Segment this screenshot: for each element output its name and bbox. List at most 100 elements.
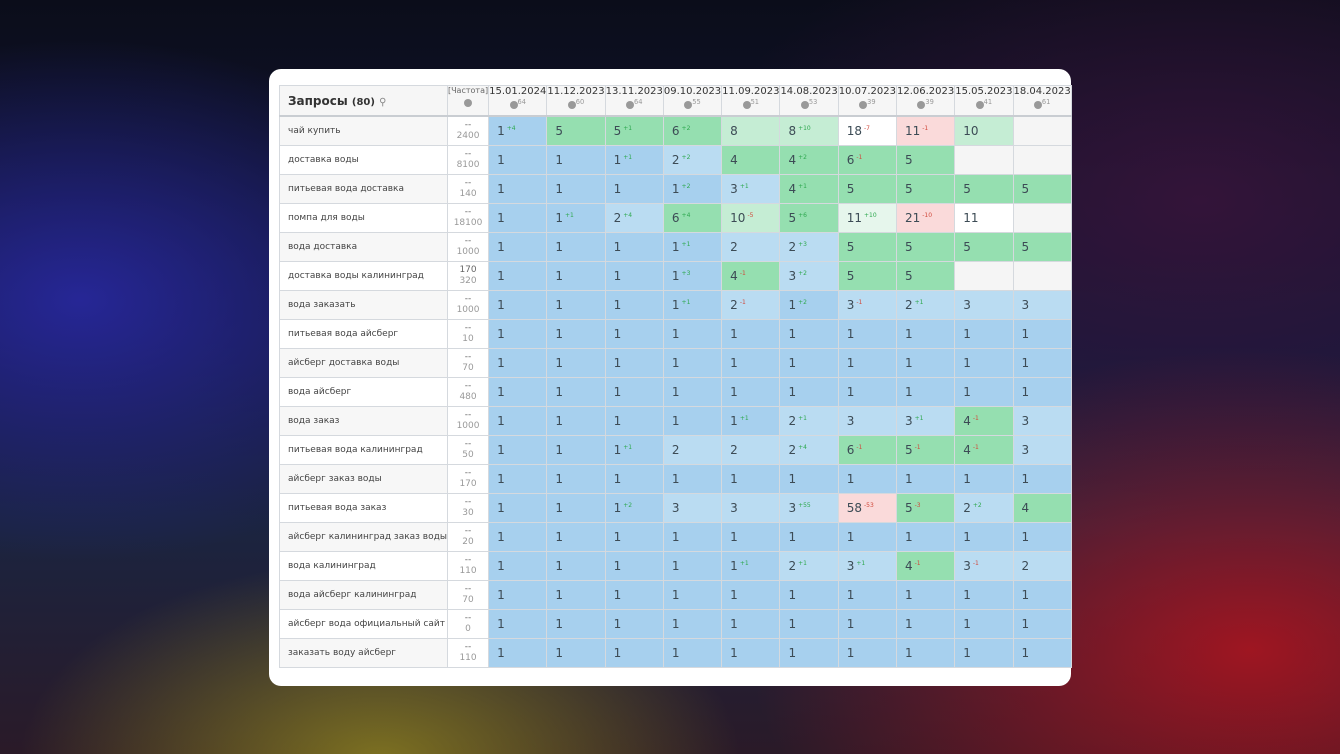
position-cell[interactable]: 5 [895, 232, 956, 262]
position-cell[interactable]: 4 -1 [721, 261, 781, 291]
position-cell[interactable]: 1 [488, 319, 548, 349]
position-cell[interactable]: 1 [662, 580, 723, 610]
position-cell[interactable]: 1 [488, 435, 548, 465]
position-cell[interactable]: 11 +10 [837, 203, 897, 233]
position-cell[interactable]: 3 +1 [837, 551, 897, 581]
date-column-header[interactable]: 12.06.2023 39 [895, 85, 956, 117]
query-cell[interactable]: вода айсберг [279, 377, 448, 407]
position-cell[interactable]: 1 [837, 580, 897, 610]
position-cell[interactable]: 1 [954, 348, 1014, 378]
position-cell[interactable]: 2 -1 [721, 290, 781, 320]
position-cell[interactable]: 1 [488, 348, 548, 378]
position-cell[interactable]: 1 +1 [604, 145, 664, 175]
position-cell[interactable]: 10 [954, 115, 1014, 146]
position-cell[interactable]: 1 [1012, 638, 1072, 668]
position-cell[interactable]: 1 [721, 377, 781, 407]
position-cell[interactable]: 1 [721, 464, 781, 494]
position-cell[interactable]: 1 [721, 348, 781, 378]
position-cell[interactable]: 1 [779, 580, 839, 610]
position-cell[interactable]: 1 [721, 522, 781, 552]
position-cell[interactable]: 21 -10 [895, 203, 956, 233]
position-cell[interactable]: 1 [488, 638, 548, 668]
position-cell[interactable] [1012, 145, 1072, 175]
query-cell[interactable]: айсберг доставка воды [279, 348, 448, 378]
query-cell[interactable]: айсберг калининград заказ воды [279, 522, 448, 552]
queries-header[interactable]: Запросы (80) ⚲ [279, 85, 448, 117]
position-cell[interactable]: 1 [954, 609, 1014, 639]
position-cell[interactable]: 1 [488, 464, 548, 494]
position-cell[interactable]: 3 [662, 493, 723, 523]
query-cell[interactable]: питьевая вода калининград [279, 435, 448, 465]
position-cell[interactable]: 3 [954, 290, 1014, 320]
position-cell[interactable]: 1 [604, 609, 664, 639]
position-cell[interactable]: 1 [604, 232, 664, 262]
position-cell[interactable]: 1 [488, 493, 548, 523]
query-cell[interactable]: питьевая вода заказ [279, 493, 448, 523]
date-column-header[interactable]: 13.11.2023 64 [604, 85, 664, 117]
position-cell[interactable]: 5 [837, 174, 897, 204]
position-cell[interactable]: 2 [721, 435, 781, 465]
position-cell[interactable]: 8 +10 [779, 115, 839, 146]
position-cell[interactable]: 5 [837, 232, 897, 262]
position-cell[interactable]: 4 -1 [895, 551, 956, 581]
position-cell[interactable]: 4 +2 [779, 145, 839, 175]
position-cell[interactable]: 1 [546, 261, 606, 291]
position-cell[interactable]: 18 -7 [837, 115, 897, 146]
position-cell[interactable]: 2 +4 [779, 435, 839, 465]
position-cell[interactable]: 1 +2 [779, 290, 839, 320]
position-cell[interactable] [1012, 261, 1072, 291]
position-cell[interactable]: 5 -3 [895, 493, 956, 523]
position-cell[interactable]: 1 [779, 464, 839, 494]
position-cell[interactable]: 1 [604, 261, 664, 291]
position-cell[interactable]: 1 +3 [662, 261, 723, 291]
position-cell[interactable]: 3 [721, 493, 781, 523]
position-cell[interactable]: 1 [604, 174, 664, 204]
position-cell[interactable]: 1 [662, 551, 723, 581]
position-cell[interactable]: 1 [546, 290, 606, 320]
position-cell[interactable]: 1 +4 [488, 115, 548, 146]
position-cell[interactable]: 1 [721, 319, 781, 349]
position-cell[interactable]: 1 +2 [662, 174, 723, 204]
position-cell[interactable]: 3 [837, 406, 897, 436]
position-cell[interactable]: 1 [895, 464, 956, 494]
query-cell[interactable]: вода калининград [279, 551, 448, 581]
query-cell[interactable]: заказать воду айсберг [279, 638, 448, 668]
position-cell[interactable]: 1 +1 [662, 232, 723, 262]
position-cell[interactable]: 1 [488, 377, 548, 407]
position-cell[interactable]: 5 [895, 174, 956, 204]
position-cell[interactable]: 3 +2 [779, 261, 839, 291]
position-cell[interactable]: 1 [779, 522, 839, 552]
position-cell[interactable]: 1 [546, 522, 606, 552]
position-cell[interactable]: 5 [1012, 174, 1072, 204]
position-cell[interactable]: 1 [546, 609, 606, 639]
position-cell[interactable]: 1 [1012, 522, 1072, 552]
position-cell[interactable]: 2 +2 [954, 493, 1014, 523]
query-cell[interactable]: питьевая вода айсберг [279, 319, 448, 349]
date-column-header[interactable]: 15.05.2023 41 [954, 85, 1014, 117]
position-cell[interactable]: 1 [488, 522, 548, 552]
position-cell[interactable] [1012, 115, 1072, 146]
frequency-header[interactable]: [Частота] [446, 85, 490, 117]
position-cell[interactable]: 5 -1 [895, 435, 956, 465]
position-cell[interactable]: 2 +2 [662, 145, 723, 175]
position-cell[interactable]: 1 +1 [662, 290, 723, 320]
query-cell[interactable]: помпа для воды [279, 203, 448, 233]
position-cell[interactable]: 4 [721, 145, 781, 175]
position-cell[interactable]: 4 +1 [779, 174, 839, 204]
position-cell[interactable]: 1 [546, 638, 606, 668]
position-cell[interactable]: 58 -53 [837, 493, 897, 523]
position-cell[interactable]: 1 [546, 464, 606, 494]
position-cell[interactable]: 1 [604, 551, 664, 581]
position-cell[interactable]: 5 [895, 261, 956, 291]
position-cell[interactable]: 1 [895, 319, 956, 349]
position-cell[interactable]: 1 [604, 464, 664, 494]
position-cell[interactable]: 1 [488, 609, 548, 639]
position-cell[interactable]: 1 [954, 464, 1014, 494]
position-cell[interactable]: 1 [488, 232, 548, 262]
position-cell[interactable]: 1 +1 [546, 203, 606, 233]
query-cell[interactable]: питьевая вода доставка [279, 174, 448, 204]
position-cell[interactable]: 1 +1 [604, 435, 664, 465]
position-cell[interactable]: 1 [837, 348, 897, 378]
position-cell[interactable]: 6 -1 [837, 435, 897, 465]
position-cell[interactable]: 1 [604, 290, 664, 320]
